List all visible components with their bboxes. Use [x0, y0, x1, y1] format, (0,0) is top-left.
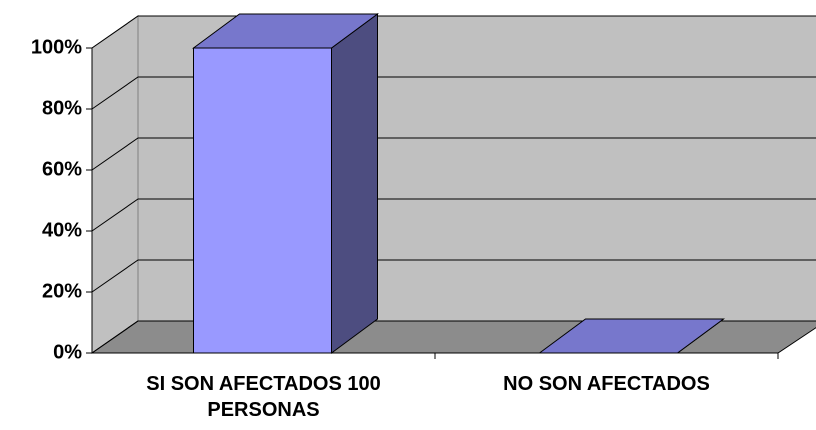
grid-line	[91, 198, 816, 232]
grid-line	[91, 137, 816, 171]
bar-side	[331, 13, 378, 354]
x-tick-label: NO SON AFECTADOS	[503, 373, 710, 395]
y-tick-label: 0%	[53, 341, 82, 363]
grid-line	[91, 15, 816, 49]
grid-line	[91, 259, 816, 293]
bar-top	[537, 318, 726, 354]
y-tick-label: 20%	[42, 280, 82, 302]
side-wall	[91, 15, 139, 354]
x-tick-label: SI SON AFECTADOS 100 PERSONAS	[146, 373, 381, 421]
y-tick-label: 40%	[42, 219, 82, 241]
grid-line	[91, 76, 816, 110]
y-tick-label: 80%	[42, 97, 82, 119]
y-tick-label: 60%	[42, 158, 82, 180]
bar	[193, 47, 332, 354]
y-tick-label: 100%	[31, 36, 82, 58]
